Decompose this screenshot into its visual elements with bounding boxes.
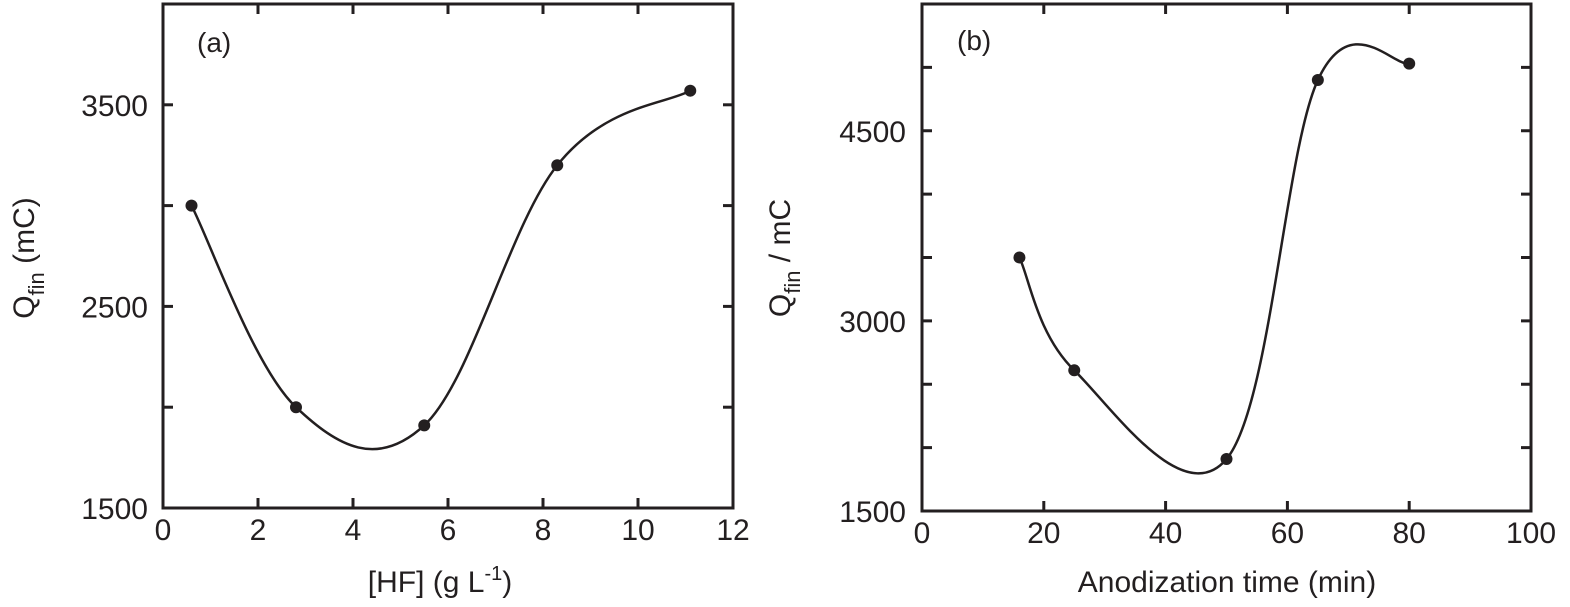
panel-b: 0 20 40 60 80 100 1500 3000 4500 (b) Anodization… xyxy=(764,2,1556,599)
y-tick-label: 2500 xyxy=(81,291,148,324)
x-tick-label: 80 xyxy=(1393,517,1426,550)
data-point xyxy=(185,199,198,212)
panel-b-y-axis-label: Qfin / mC xyxy=(764,199,805,317)
y-tick-label: 4500 xyxy=(839,116,906,149)
panel-a-ticks: 0 2 4 6 8 10 12 1500 2500 3500 xyxy=(81,4,750,547)
x-tick-label: 60 xyxy=(1271,517,1304,550)
panel-b-label: (b) xyxy=(957,25,991,56)
data-point xyxy=(1013,251,1026,264)
panel-a-y-axis-label: Qfin (mC) xyxy=(8,197,49,319)
x-tick-label: 2 xyxy=(250,514,267,547)
x-tick-label: 100 xyxy=(1506,517,1556,550)
x-tick-label: 12 xyxy=(716,514,749,547)
y-tick-label: 1500 xyxy=(81,493,148,526)
data-point xyxy=(1403,57,1416,70)
x-tick-label: 0 xyxy=(914,517,931,550)
data-point xyxy=(551,159,564,172)
data-point xyxy=(1068,364,1081,377)
x-tick-label: 4 xyxy=(345,514,362,547)
panel-b-ticks: 0 20 40 60 80 100 1500 3000 4500 xyxy=(839,4,1556,550)
panel-a-frame xyxy=(161,2,735,510)
panel-b-curve xyxy=(1013,43,1416,475)
x-tick-label: 20 xyxy=(1027,517,1060,550)
data-point xyxy=(1311,74,1324,87)
x-tick-label: 40 xyxy=(1149,517,1182,550)
panel-a-x-axis-label: [HF] (g L-1) xyxy=(368,563,513,599)
y-tick-label: 3500 xyxy=(81,90,148,123)
panel-a: 0 2 4 6 8 10 12 1500 2500 3500 (a) [HF] (g L-1) Q… xyxy=(8,2,750,599)
data-point xyxy=(418,419,431,432)
panel-a-label: (a) xyxy=(197,27,231,58)
panel-b-frame xyxy=(920,2,1533,513)
x-tick-label: 0 xyxy=(155,514,172,547)
x-tick-label: 10 xyxy=(621,514,654,547)
y-tick-label: 3000 xyxy=(839,306,906,339)
data-point xyxy=(684,84,697,97)
panel-b-x-axis-label: Anodization time (min) xyxy=(1078,566,1376,599)
data-line xyxy=(190,89,691,451)
data-line xyxy=(1018,43,1410,475)
data-point xyxy=(1220,453,1233,466)
panel-a-curve xyxy=(185,84,697,451)
x-tick-label: 8 xyxy=(535,514,552,547)
x-tick-label: 6 xyxy=(440,514,457,547)
y-tick-label: 1500 xyxy=(839,496,906,529)
data-point xyxy=(290,401,302,414)
